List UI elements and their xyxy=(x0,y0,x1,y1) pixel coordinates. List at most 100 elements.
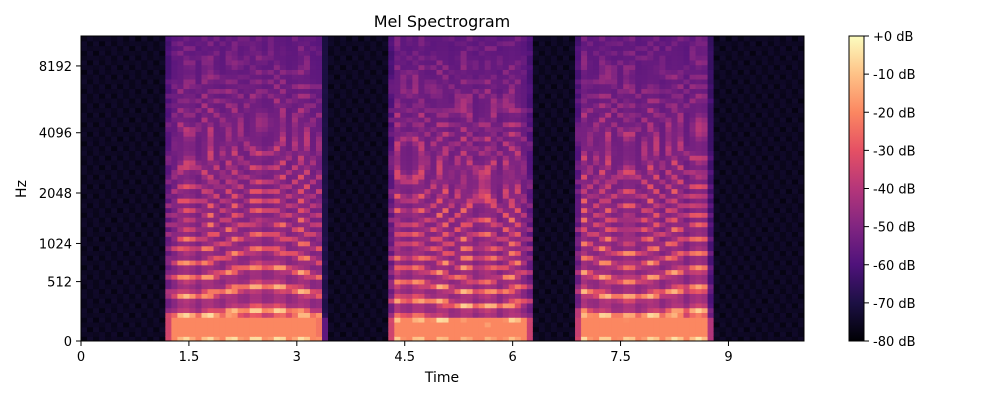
spectrogram-cell xyxy=(231,231,239,237)
spectrogram-cell xyxy=(201,250,209,256)
spectrogram-cell xyxy=(538,264,546,271)
spectrogram-cell xyxy=(382,155,389,161)
spectrogram-cell xyxy=(376,217,383,223)
spectrogram-cell xyxy=(249,198,257,204)
spectrogram-cell xyxy=(285,131,293,137)
spectrogram-cell xyxy=(93,159,100,166)
spectrogram-cell xyxy=(472,107,480,113)
spectrogram-cell xyxy=(460,217,468,223)
spectrogram-cell xyxy=(297,312,305,318)
spectrogram-cell xyxy=(141,155,148,161)
spectrogram-cell xyxy=(225,326,233,333)
spectrogram-cell xyxy=(249,288,257,294)
spectrogram-cell xyxy=(285,107,293,113)
spectrogram-cell xyxy=(123,121,130,128)
spectrogram-cell xyxy=(111,269,118,275)
spectrogram-cell xyxy=(514,188,522,194)
spectrogram-cell xyxy=(147,259,154,266)
spectrogram-cell xyxy=(303,150,311,156)
spectrogram-cell xyxy=(195,255,203,261)
spectrogram-cell xyxy=(111,188,118,194)
spectrogram-cell xyxy=(430,298,438,304)
spectrogram-cell xyxy=(183,178,191,185)
spectrogram-cell xyxy=(297,302,305,309)
spectrogram-cell xyxy=(267,259,275,266)
spectrogram-cell xyxy=(219,202,227,209)
spectrogram-cell xyxy=(322,274,329,280)
spectrogram-cell xyxy=(448,169,456,175)
spectrogram-cell xyxy=(334,136,341,142)
spectrogram-cell xyxy=(135,126,142,132)
spectrogram-cell xyxy=(255,293,263,299)
spectrogram-cell xyxy=(81,159,88,166)
spectrogram-cell xyxy=(159,217,166,223)
spectrogram-cell xyxy=(123,207,130,213)
spectrogram-cell xyxy=(544,64,552,70)
spectrogram-cell xyxy=(514,93,522,99)
spectrogram-cell xyxy=(334,74,341,80)
spectrogram-cell xyxy=(225,136,233,142)
spectrogram-cell xyxy=(183,117,191,123)
spectrogram-cell xyxy=(382,307,389,314)
spectrogram-cell xyxy=(183,231,191,237)
spectrogram-cell xyxy=(478,159,486,166)
spectrogram-cell xyxy=(478,302,486,309)
spectrogram-cell xyxy=(249,231,257,237)
spectrogram-cell xyxy=(364,164,371,171)
spectrogram-cell xyxy=(484,198,492,204)
spectrogram-cell xyxy=(502,102,510,109)
spectrogram-cell xyxy=(285,321,293,328)
spectrogram-cell xyxy=(195,283,203,290)
spectrogram-cell xyxy=(99,321,106,328)
spectrogram-cell xyxy=(189,279,197,285)
spectrogram-cell xyxy=(358,231,365,237)
spectrogram-cell xyxy=(225,259,233,266)
spectrogram-cell xyxy=(93,250,100,256)
spectrogram-cell xyxy=(376,302,383,309)
spectrogram-cell xyxy=(291,198,299,204)
spectrogram-cell xyxy=(400,269,407,275)
spectrogram-cell xyxy=(135,321,142,328)
spectrogram-cell xyxy=(147,178,154,185)
spectrogram-cell xyxy=(460,159,468,166)
spectrogram-cell xyxy=(267,317,275,323)
spectrogram-cell xyxy=(520,150,528,156)
spectrogram-cell xyxy=(243,312,251,318)
spectrogram-cell xyxy=(484,293,492,299)
spectrogram-cell xyxy=(490,321,498,328)
spectrogram-cell xyxy=(261,255,269,261)
spectrogram-cell xyxy=(406,264,413,271)
spectrogram-cell xyxy=(105,302,112,309)
spectrogram-cell xyxy=(400,150,407,156)
spectrogram-cell xyxy=(364,283,371,290)
spectrogram-cell xyxy=(309,336,317,341)
spectrogram-cell xyxy=(340,178,347,185)
spectrogram-cell xyxy=(147,288,154,294)
spectrogram-cell xyxy=(261,193,269,199)
spectrogram-cell xyxy=(448,117,456,123)
spectrogram-cell xyxy=(538,240,546,247)
spectrogram-cell xyxy=(364,236,371,242)
spectrogram-cell xyxy=(514,159,522,166)
spectrogram-cell xyxy=(412,236,420,242)
spectrogram-cell xyxy=(141,88,148,94)
spectrogram-cell xyxy=(436,259,444,266)
spectrogram-cell xyxy=(261,74,269,80)
spectrogram-cell xyxy=(213,117,221,123)
spectrogram-cell xyxy=(183,274,191,280)
spectrogram-cell xyxy=(448,136,456,142)
spectrogram-cell xyxy=(255,269,263,275)
spectrogram-cell xyxy=(532,236,540,242)
spectrogram-cell xyxy=(225,59,233,66)
spectrogram-cell xyxy=(285,283,293,290)
spectrogram-cell xyxy=(370,317,377,323)
spectrogram-cell xyxy=(201,331,209,337)
spectrogram-cell xyxy=(201,169,209,175)
spectrogram-cell xyxy=(231,274,239,280)
spectrogram-cell xyxy=(147,45,154,51)
spectrogram-cell xyxy=(255,83,263,90)
spectrogram-cell xyxy=(478,183,486,190)
spectrogram-cell xyxy=(153,83,160,90)
spectrogram-cell xyxy=(328,97,335,104)
spectrogram-cell xyxy=(141,240,148,247)
